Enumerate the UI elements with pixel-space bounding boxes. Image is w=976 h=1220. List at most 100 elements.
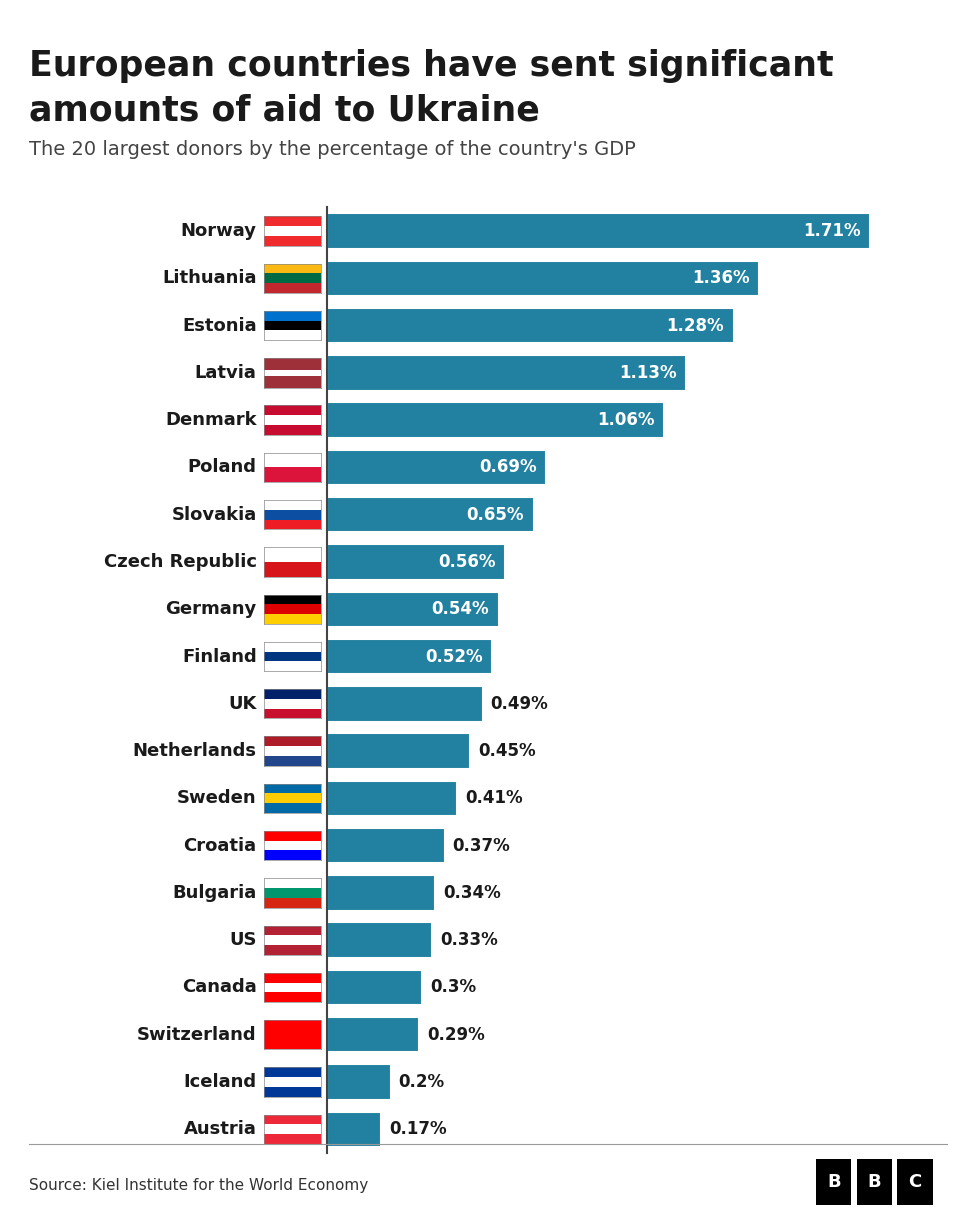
Text: Germany: Germany (166, 600, 257, 619)
Bar (327, 261, 759, 296)
Text: 1.36%: 1.36% (692, 270, 750, 288)
Text: Estonia: Estonia (183, 316, 257, 334)
Bar (897, 1159, 933, 1205)
Text: 0.49%: 0.49% (491, 694, 549, 712)
Text: The 20 largest donors by the percentage of the country's GDP: The 20 largest donors by the percentage … (29, 140, 636, 160)
Bar (264, 562, 321, 577)
Bar (264, 415, 321, 425)
Bar (264, 756, 321, 766)
Bar (264, 946, 321, 955)
Bar (264, 651, 321, 661)
Text: 0.52%: 0.52% (426, 648, 483, 666)
Text: Bulgaria: Bulgaria (173, 883, 257, 902)
Text: B: B (868, 1174, 881, 1191)
Bar (264, 467, 321, 482)
Text: 1.13%: 1.13% (619, 364, 676, 382)
Bar (327, 592, 499, 627)
Bar (264, 747, 321, 756)
Text: C: C (909, 1174, 921, 1191)
Bar (264, 331, 321, 340)
Bar (327, 970, 423, 1005)
Bar (857, 1159, 892, 1205)
Bar (264, 264, 321, 273)
Text: B: B (827, 1174, 840, 1191)
Bar (327, 544, 505, 580)
Bar (327, 875, 435, 910)
Bar (264, 321, 321, 331)
Text: 0.69%: 0.69% (479, 459, 537, 477)
Bar (264, 878, 321, 888)
Text: 0.29%: 0.29% (427, 1026, 485, 1044)
Text: European countries have sent significant: European countries have sent significant (29, 49, 834, 83)
Text: Latvia: Latvia (195, 364, 257, 382)
Bar (327, 355, 686, 390)
Bar (264, 699, 321, 709)
Text: amounts of aid to Ukraine: amounts of aid to Ukraine (29, 94, 540, 128)
Bar (264, 376, 321, 388)
Bar (264, 1077, 321, 1087)
Bar (264, 500, 321, 510)
Text: 0.45%: 0.45% (478, 742, 536, 760)
Bar (327, 639, 492, 675)
Bar (264, 992, 321, 1002)
Text: 1.28%: 1.28% (667, 316, 724, 334)
Bar (327, 497, 534, 532)
Text: Iceland: Iceland (183, 1072, 257, 1091)
Bar (264, 520, 321, 529)
Bar (327, 828, 444, 864)
Bar (327, 403, 664, 438)
Text: UK: UK (228, 694, 257, 712)
Bar (264, 1125, 321, 1135)
Bar (264, 737, 321, 747)
Text: 0.41%: 0.41% (466, 789, 523, 808)
Bar (264, 888, 321, 898)
Bar (264, 793, 321, 803)
Text: Sweden: Sweden (177, 789, 257, 808)
Bar (264, 216, 321, 226)
Bar (264, 1068, 321, 1077)
Bar (264, 803, 321, 813)
Bar (264, 982, 321, 992)
Text: 0.65%: 0.65% (467, 505, 524, 523)
Bar (327, 1017, 419, 1053)
Bar (264, 370, 321, 376)
Text: Croatia: Croatia (183, 837, 257, 855)
Bar (264, 425, 321, 434)
Bar (327, 214, 871, 249)
Bar (327, 686, 483, 721)
Text: 0.34%: 0.34% (443, 883, 501, 902)
Text: Denmark: Denmark (165, 411, 257, 429)
Text: 0.37%: 0.37% (453, 837, 510, 855)
Bar (327, 922, 431, 958)
Text: Slovakia: Slovakia (172, 505, 257, 523)
Bar (327, 1064, 390, 1099)
Bar (816, 1159, 851, 1205)
Bar (264, 709, 321, 719)
Text: 0.54%: 0.54% (431, 600, 489, 619)
Text: Poland: Poland (187, 459, 257, 477)
Bar (264, 614, 321, 623)
Text: Canada: Canada (182, 978, 257, 997)
Bar (264, 841, 321, 850)
Text: 1.71%: 1.71% (803, 222, 861, 240)
Bar (327, 733, 470, 769)
Bar (264, 283, 321, 293)
Bar (264, 1087, 321, 1097)
Text: 1.06%: 1.06% (596, 411, 654, 429)
Bar (327, 307, 734, 343)
Text: Finland: Finland (182, 648, 257, 666)
Text: 0.3%: 0.3% (430, 978, 476, 997)
Bar (264, 235, 321, 245)
Bar (264, 311, 321, 321)
Text: Austria: Austria (183, 1120, 257, 1138)
Text: Norway: Norway (181, 222, 257, 240)
Bar (264, 926, 321, 936)
Text: Netherlands: Netherlands (133, 742, 257, 760)
Bar (327, 781, 458, 816)
Bar (327, 1111, 381, 1147)
Text: US: US (229, 931, 257, 949)
Bar (264, 226, 321, 235)
Bar (264, 972, 321, 982)
Bar (264, 594, 321, 604)
Bar (264, 510, 321, 520)
